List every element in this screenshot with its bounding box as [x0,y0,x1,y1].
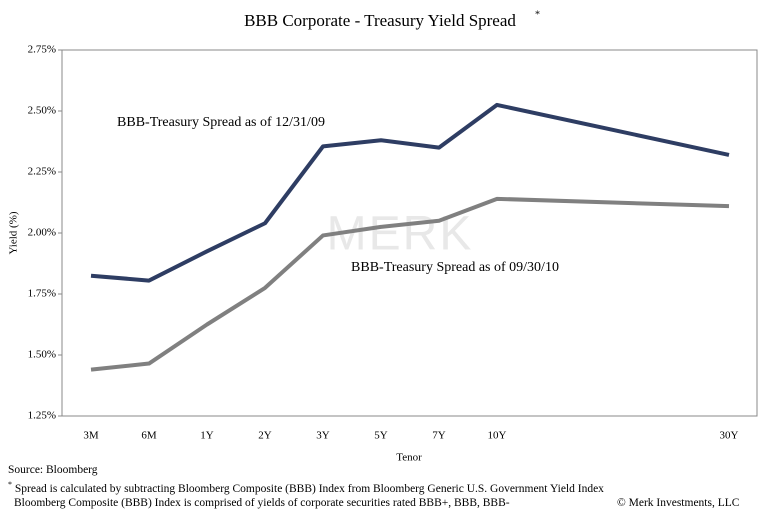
y-axis-label: Yield (%) [8,211,20,254]
x-tick-label: 1Y [200,430,214,442]
footnote: * Spread is calculated by subtracting Bl… [8,480,604,495]
chart-title: BBB Corporate - Treasury Yield Spread [244,11,516,30]
y-tick-label: 2.75% [28,44,56,56]
y-tick-label: 1.25% [28,410,56,422]
x-tick-label: 7Y [432,430,446,442]
x-tick-label: 6M [141,430,157,442]
series-annotation: BBB-Treasury Spread as of 12/31/09 [117,115,325,130]
footnote-2: Bloomberg Composite (BBB) Index is compr… [14,497,510,509]
y-tick-label: 2.25% [28,166,56,178]
x-tick-label: 3M [83,430,99,442]
footnote-text: Spread is calculated by subtracting Bloo… [14,482,604,495]
x-tick-label: 2Y [258,430,272,442]
x-axis-label: Tenor [396,452,422,464]
source: Source: Bloomberg [8,464,98,476]
copyright: © Merk Investments, LLC [617,497,740,509]
footnote-marker: * [8,480,12,489]
y-tick-label: 2.00% [28,227,56,239]
x-tick-label: 30Y [720,430,739,442]
y-tick-label: 1.50% [28,349,56,361]
x-tick-label: 5Y [374,430,388,442]
x-tick-label: 3Y [316,430,330,442]
series-annotation: BBB-Treasury Spread as of 09/30/10 [351,260,559,275]
title-marker: * [535,9,540,20]
series-line [90,196,730,372]
y-tick-label: 1.75% [28,288,56,300]
x-tick-label: 10Y [488,430,507,442]
series-line [90,102,730,283]
y-tick-label: 2.50% [28,105,56,117]
